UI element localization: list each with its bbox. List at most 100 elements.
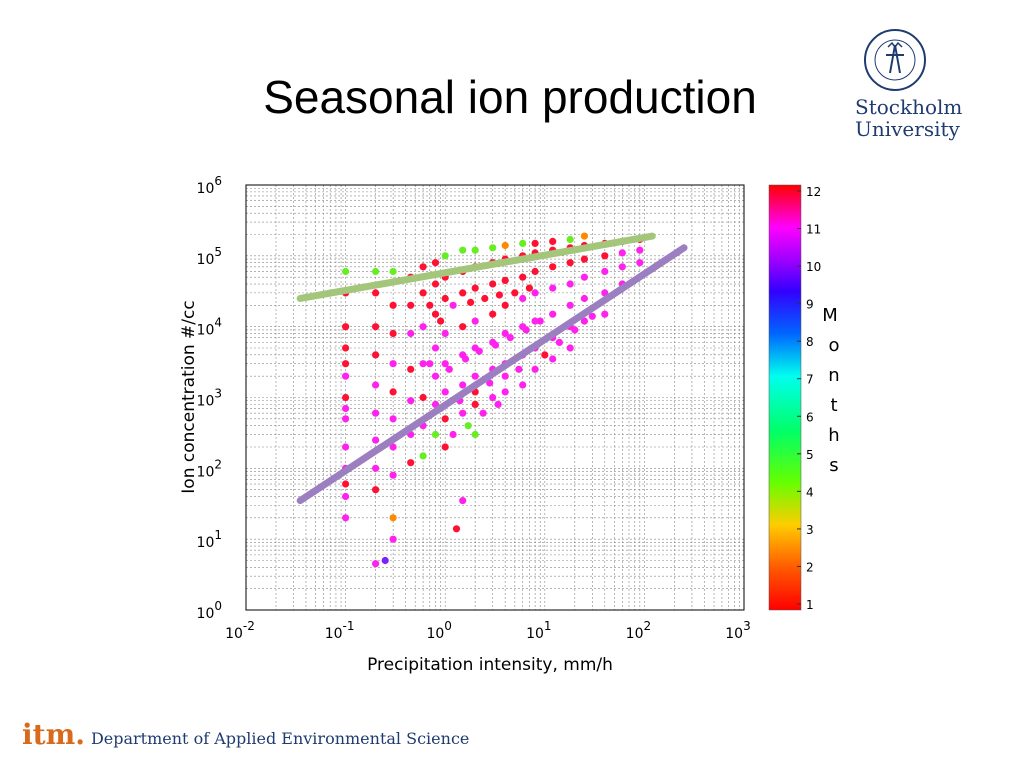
data-point	[372, 267, 380, 276]
data-point	[515, 365, 523, 373]
data-point	[494, 400, 502, 408]
data-point	[541, 351, 549, 359]
logo-line-1: Stockholm	[855, 95, 963, 119]
data-point	[588, 312, 596, 320]
data-point	[431, 372, 440, 380]
data-point	[431, 280, 440, 288]
data-point	[459, 289, 467, 297]
fit-line-upper	[296, 232, 656, 302]
data-point	[601, 252, 609, 260]
y-tick-label: 100	[197, 599, 222, 622]
data-point	[419, 452, 427, 460]
data-point	[389, 301, 397, 309]
data-point	[372, 486, 380, 494]
x-tick-label: 101	[526, 619, 551, 642]
y-tick-label: 103	[197, 387, 222, 410]
colorbar-tick-label: 11	[806, 223, 821, 237]
data-point	[489, 244, 497, 252]
y-tick-labels: 100 101 102 103 104 105 106	[197, 174, 222, 622]
colorbar-tick-label: 8	[806, 335, 814, 349]
data-point	[471, 246, 479, 254]
data-point	[389, 388, 397, 396]
data-point	[441, 329, 449, 338]
logo-line-2: University	[855, 117, 960, 141]
colorbar-tick-label: 2	[806, 560, 814, 574]
data-point	[501, 372, 509, 380]
slide-title: Seasonal ion production	[263, 71, 757, 123]
x-tick-label: 10-2	[225, 619, 255, 642]
data-point	[372, 289, 380, 297]
data-point	[342, 393, 350, 402]
colorbar-tick-label: 3	[806, 523, 814, 537]
data-point	[372, 381, 380, 389]
data-point	[407, 459, 415, 467]
data-point	[519, 294, 527, 303]
data-point	[342, 372, 350, 380]
data-point	[431, 430, 440, 439]
data-point	[342, 415, 350, 423]
data-point	[580, 317, 588, 325]
data-point	[441, 294, 449, 303]
data-point	[419, 393, 427, 402]
data-point	[441, 388, 449, 396]
data-point	[489, 280, 497, 288]
x-axis-label: Precipitation intensity, mm/h	[367, 655, 613, 675]
data-point	[525, 284, 533, 292]
data-point	[441, 443, 449, 451]
data-point	[501, 241, 509, 250]
data-point	[441, 415, 449, 423]
data-point	[464, 422, 472, 430]
data-point	[372, 436, 380, 444]
data-point	[531, 317, 539, 325]
data-point	[342, 443, 350, 451]
data-point	[342, 492, 350, 501]
data-point	[389, 514, 397, 522]
colorbar	[768, 184, 802, 611]
data-point	[501, 388, 509, 396]
data-point	[426, 301, 434, 309]
data-point	[511, 289, 519, 297]
data-point	[636, 259, 644, 267]
data-point	[419, 263, 427, 271]
data-point	[549, 263, 557, 271]
y-tick-label: 105	[197, 245, 222, 268]
data-point	[419, 360, 427, 368]
data-point	[636, 246, 644, 254]
data-point	[372, 560, 380, 568]
data-point	[549, 284, 557, 292]
data-point	[479, 409, 487, 417]
data-point	[342, 344, 350, 352]
data-point	[531, 239, 539, 247]
fit-line-lower	[296, 244, 688, 505]
data-point	[491, 341, 500, 349]
data-point	[441, 360, 449, 368]
data-point	[389, 415, 397, 423]
data-point	[519, 239, 527, 247]
data-point	[489, 393, 497, 402]
data-point	[566, 280, 574, 288]
data-point	[471, 317, 479, 325]
data-point	[536, 317, 544, 325]
data-point	[407, 397, 415, 405]
data-point	[445, 365, 453, 373]
scatter-chart: 10-2 10-1 100 101 102 103 1001011021031041051…	[179, 174, 840, 675]
colorbar-tick-label: 4	[806, 485, 814, 499]
data-point	[452, 525, 461, 533]
data-point	[461, 355, 470, 363]
data-point	[426, 360, 434, 368]
data-point	[531, 289, 539, 297]
colorbar-label-letter: M	[822, 305, 838, 326]
logo-wordmark: Stockholm University	[855, 96, 962, 140]
data-point	[555, 338, 563, 346]
y-tick-label: 104	[197, 316, 222, 339]
data-point	[459, 497, 467, 505]
seal-ring	[864, 29, 926, 91]
colorbar-label-letter: h	[828, 425, 839, 446]
data-point	[471, 400, 479, 408]
data-point	[431, 259, 440, 267]
data-point	[531, 267, 539, 276]
data-point	[389, 535, 397, 543]
data-point	[407, 329, 415, 338]
